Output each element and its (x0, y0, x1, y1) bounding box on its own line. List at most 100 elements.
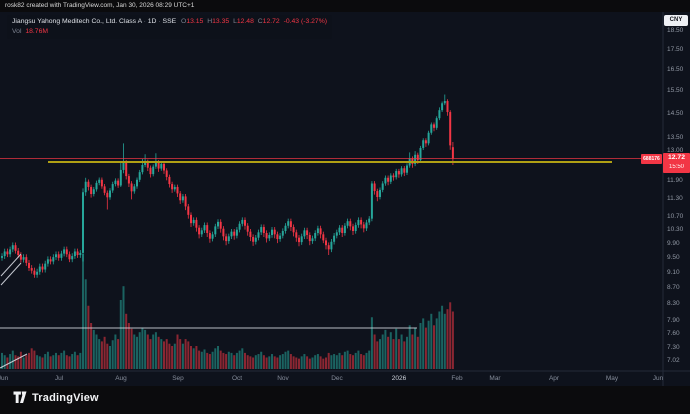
volume-bar (333, 354, 336, 369)
volume-bar (308, 358, 311, 369)
candle-body (306, 230, 309, 235)
candle-body (119, 169, 122, 186)
candle-body (249, 231, 252, 238)
candle-body (138, 172, 141, 180)
volume-bar (222, 352, 225, 369)
volume-bar (241, 348, 244, 369)
candle-body (360, 219, 363, 225)
volume-bar (95, 334, 98, 369)
time-tick-label: Feb (451, 375, 463, 382)
volume-bar (287, 350, 290, 369)
volume-bar (451, 311, 454, 369)
candle-body (325, 240, 327, 246)
candle-body (154, 162, 157, 167)
candle-body (111, 184, 114, 191)
candle-body (206, 225, 209, 233)
volume-bar (422, 318, 425, 369)
volume-bar (84, 279, 87, 369)
volume-bar (181, 343, 184, 369)
candle-body (214, 226, 217, 235)
volume-bar (406, 336, 408, 369)
candle-body (19, 255, 22, 260)
volume-bar (419, 323, 422, 369)
volume-bar (171, 346, 174, 369)
candle-body (6, 251, 9, 255)
candle-body (152, 166, 155, 175)
volume-bar (273, 356, 276, 369)
volume-bar (63, 350, 66, 369)
candle-body (200, 230, 203, 235)
time-tick-label: Jul (54, 375, 64, 382)
volume-bar (365, 352, 368, 369)
candle-body (333, 235, 336, 242)
candle-body (335, 232, 338, 236)
volume-bar (433, 325, 435, 369)
volume-bar (403, 341, 406, 369)
candle-body (252, 237, 255, 242)
volume-bar (146, 334, 149, 369)
volume-bar (349, 354, 352, 369)
volume-bar (279, 355, 282, 369)
chart-area[interactable]: Jiangsu Yahong Meditech Co., Ltd. Class … (0, 12, 690, 386)
volume-bar (408, 325, 411, 369)
volume-bar (379, 339, 381, 369)
high-label: H (207, 18, 213, 25)
trendline-drawing (0, 262, 22, 286)
volume-bar (38, 356, 41, 369)
volume-bar (168, 343, 171, 369)
candle-body (60, 253, 63, 258)
symbol-legend[interactable]: Jiangsu Yahong Meditech Co., Ltd. Class … (7, 15, 333, 39)
candle-body (63, 249, 66, 254)
candle-body (435, 118, 438, 128)
chart-canvas[interactable] (0, 12, 690, 386)
volume-bar (235, 352, 238, 369)
volume-bar (14, 355, 17, 369)
candle-body (11, 245, 14, 250)
candle-body (379, 189, 381, 197)
volume-bar (284, 351, 287, 369)
candle-body (298, 237, 300, 243)
candle-body (149, 167, 152, 175)
volume-bar (430, 313, 433, 369)
candle-body (49, 259, 52, 262)
price-tick-label: 8.70 (667, 283, 680, 291)
volume-bar (133, 334, 136, 369)
volume-bar (316, 354, 319, 369)
volume-bar (52, 355, 55, 369)
candle-body (179, 193, 182, 201)
volume-bar (338, 352, 341, 369)
volume-bar (217, 346, 219, 369)
candle-body (92, 189, 95, 195)
candle-body (133, 186, 136, 192)
volume-bar (262, 355, 265, 369)
volume-bar (341, 355, 344, 369)
open-label: O (181, 18, 187, 25)
volume-bar (368, 350, 371, 369)
tradingview-logo[interactable]: TradingView (13, 391, 99, 404)
candle-body (76, 251, 79, 256)
volume-bar (343, 351, 346, 369)
time-tick-label: Jun (652, 375, 664, 382)
candle-body (38, 266, 41, 272)
candle-body (414, 154, 417, 164)
candle-body (106, 192, 109, 198)
candle-body (365, 222, 368, 229)
candle-body (146, 161, 149, 168)
price-tick-label: 11.30 (667, 194, 683, 202)
candle-body (287, 221, 290, 226)
currency-button[interactable]: CNY (664, 15, 688, 26)
volume-bar (6, 357, 9, 369)
candle-body (346, 221, 349, 226)
volume-bar (233, 355, 236, 369)
volume-bar (346, 350, 349, 369)
candle-body (416, 154, 419, 161)
candle-body (422, 140, 425, 148)
open-value: 13.15 (186, 18, 204, 25)
volume-bar (68, 356, 71, 369)
candle-body (238, 223, 241, 230)
volume-bar (136, 336, 138, 369)
candle-body (187, 206, 190, 215)
candle-body (397, 171, 400, 175)
attribution-bar: rosk82 created with TradingView.com, Jan… (0, 0, 690, 12)
